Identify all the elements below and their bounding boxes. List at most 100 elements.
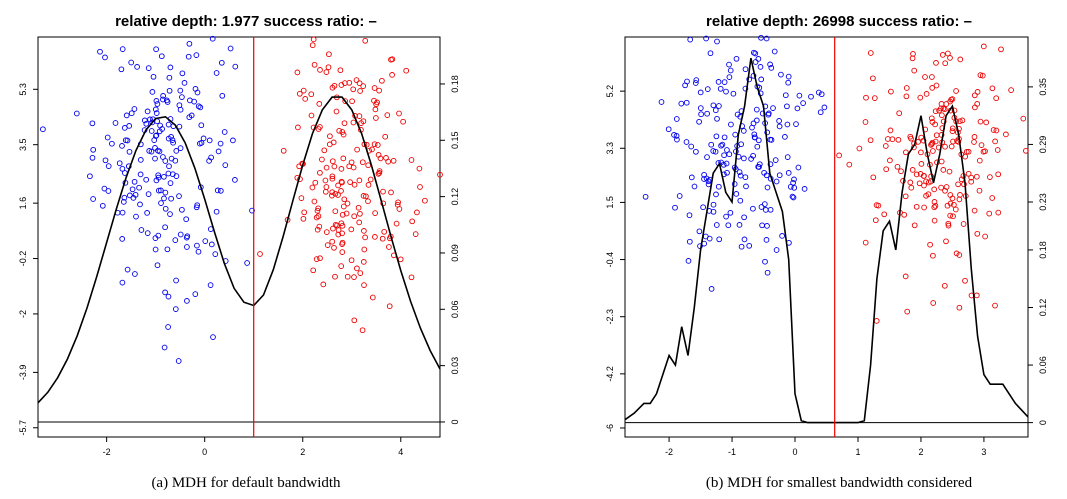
data-point-blue bbox=[784, 103, 790, 110]
data-point-blue bbox=[808, 93, 814, 100]
data-point-red bbox=[968, 178, 975, 185]
data-point-blue bbox=[101, 185, 108, 192]
data-point-red bbox=[977, 118, 984, 125]
data-point-blue bbox=[762, 207, 769, 213]
data-point-red bbox=[353, 77, 360, 83]
data-point-blue bbox=[821, 104, 828, 111]
data-point-blue bbox=[206, 137, 213, 144]
y-right-tick-label: 0.23 bbox=[1038, 193, 1048, 211]
data-point-red bbox=[337, 67, 344, 74]
data-point-red bbox=[333, 108, 340, 115]
data-point-red bbox=[311, 198, 318, 205]
data-point-red bbox=[346, 163, 353, 170]
data-point-blue bbox=[131, 106, 138, 112]
data-point-blue bbox=[726, 74, 733, 80]
y-right-tick-label: 0.06 bbox=[450, 301, 460, 319]
panel-b-title: relative depth: 26998 success ratio: – bbox=[706, 13, 972, 30]
data-point-red bbox=[921, 182, 927, 189]
data-point-blue bbox=[186, 40, 193, 47]
data-point-blue bbox=[736, 222, 743, 228]
data-point-red bbox=[296, 90, 303, 97]
data-point-red bbox=[908, 135, 914, 142]
data-point-blue bbox=[162, 205, 169, 212]
data-point-blue bbox=[184, 298, 190, 304]
data-point-blue bbox=[789, 193, 796, 200]
data-point-blue bbox=[736, 169, 743, 175]
data-point-blue bbox=[105, 188, 112, 194]
data-point-red bbox=[386, 303, 393, 310]
data-point-blue bbox=[768, 65, 775, 71]
data-point-blue bbox=[754, 143, 761, 150]
data-point-red bbox=[309, 42, 316, 49]
data-point-red bbox=[371, 141, 378, 148]
data-point-red bbox=[921, 204, 927, 211]
data-point-blue bbox=[166, 87, 173, 94]
data-point-blue bbox=[168, 155, 175, 162]
data-point-red bbox=[317, 169, 323, 176]
data-point-red bbox=[323, 229, 330, 235]
data-point-blue bbox=[726, 151, 733, 158]
data-point-blue bbox=[195, 248, 202, 255]
data-point-blue bbox=[161, 344, 168, 351]
data-point-blue bbox=[138, 227, 145, 233]
data-point-red bbox=[327, 133, 333, 140]
data-point-red bbox=[322, 188, 329, 195]
data-point-red bbox=[956, 304, 963, 311]
data-point-red bbox=[939, 52, 946, 58]
data-point-blue bbox=[718, 142, 724, 149]
data-point-red bbox=[979, 72, 986, 79]
data-point-blue bbox=[119, 165, 126, 172]
data-point-blue bbox=[136, 184, 142, 191]
data-point-red bbox=[938, 158, 945, 165]
data-point-red bbox=[360, 193, 367, 199]
data-point-blue bbox=[665, 126, 672, 133]
data-point-blue bbox=[105, 163, 112, 169]
data-point-red bbox=[917, 94, 924, 101]
data-point-red bbox=[894, 163, 901, 170]
data-point-red bbox=[373, 101, 380, 108]
data-point-blue bbox=[194, 89, 201, 96]
data-point-blue bbox=[683, 99, 690, 106]
data-point-blue bbox=[723, 213, 729, 220]
data-point-red bbox=[310, 267, 317, 274]
data-point-blue bbox=[183, 216, 190, 223]
data-point-red bbox=[376, 170, 383, 176]
data-point-blue bbox=[221, 129, 228, 135]
data-point-blue bbox=[706, 235, 713, 242]
data-point-red bbox=[933, 60, 939, 66]
data-point-blue bbox=[119, 209, 126, 216]
data-point-blue bbox=[116, 160, 123, 167]
data-point-red bbox=[339, 211, 346, 218]
data-point-red bbox=[372, 210, 378, 216]
data-point-blue bbox=[727, 67, 734, 74]
data-point-blue bbox=[134, 64, 140, 70]
data-point-red bbox=[957, 192, 963, 198]
data-point-blue bbox=[164, 246, 171, 253]
data-point-red bbox=[356, 80, 363, 87]
data-point-red bbox=[302, 96, 309, 102]
data-point-blue bbox=[770, 105, 776, 111]
data-point-red bbox=[390, 157, 397, 164]
data-point-red bbox=[929, 119, 936, 125]
data-point-red bbox=[965, 148, 972, 155]
data-point-blue bbox=[109, 140, 115, 147]
data-point-red bbox=[374, 142, 381, 148]
data-point-blue bbox=[90, 196, 96, 202]
data-point-red bbox=[968, 174, 975, 181]
data-point-red bbox=[316, 101, 323, 107]
data-point-red bbox=[384, 112, 391, 118]
data-point-red bbox=[863, 94, 869, 101]
data-point-red bbox=[394, 201, 401, 208]
data-point-red bbox=[348, 159, 355, 166]
y-left-tick-label: -2.3 bbox=[605, 309, 615, 325]
data-point-blue bbox=[40, 126, 46, 133]
data-point-red bbox=[976, 157, 983, 164]
y-left-tick-label: 1.6 bbox=[18, 197, 28, 210]
panel-a-title: relative depth: 1.977 success ratio: – bbox=[115, 13, 377, 30]
data-point-blue bbox=[172, 237, 179, 243]
data-point-red bbox=[362, 234, 368, 241]
data-point-red bbox=[949, 128, 956, 135]
data-point-red bbox=[904, 308, 911, 315]
data-point-blue bbox=[149, 89, 156, 95]
data-point-blue bbox=[673, 133, 680, 139]
